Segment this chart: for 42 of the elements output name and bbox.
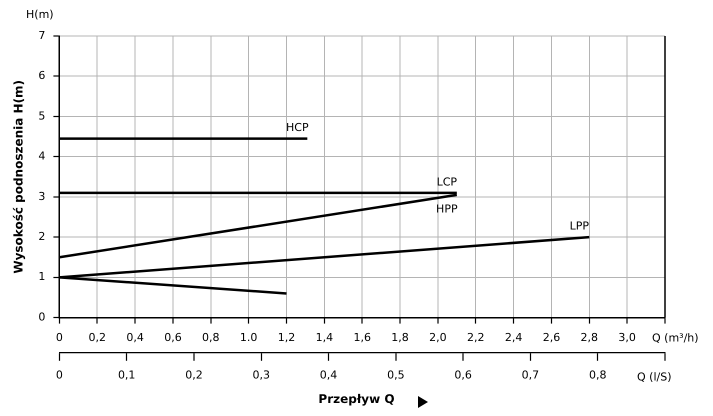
x2-tick-label: 0,1 <box>118 368 136 382</box>
x-tick-label: 2,2 <box>467 331 484 344</box>
text: H(m) <box>26 8 54 21</box>
x2-axis-title: Q (l/S) <box>637 370 672 384</box>
y-axis-title: Wysokość podnoszenia H(m) <box>11 80 26 274</box>
series-label: HCP <box>286 120 309 134</box>
x-tick-label: 1,6 <box>353 331 371 344</box>
x2-tick-label: 0,7 <box>522 368 540 382</box>
x2-tick-label: 0,6 <box>454 368 472 382</box>
series-label: HPP <box>436 202 458 216</box>
y-tick-label: 6 <box>38 69 46 82</box>
x2-tick-label: 0,3 <box>252 368 270 382</box>
x-tick-label: 0,6 <box>164 331 182 344</box>
x-tick-label: 1,4 <box>316 331 334 344</box>
y-tick-label: 7 <box>38 28 46 42</box>
x-tick-label: 1,2 <box>278 331 296 344</box>
x2-tick-label: 0,8 <box>588 368 606 382</box>
x-tick-label: 3,0 <box>618 331 636 344</box>
x-tick-label: 0,8 <box>202 331 220 344</box>
x-tick-label: 2,4 <box>504 331 522 344</box>
x2-tick-label: 0,2 <box>185 368 203 382</box>
y-tick-label: 0 <box>38 310 46 324</box>
x-tick-label: 2,8 <box>580 331 598 344</box>
x-axis-title: Przepływ Q <box>317 392 396 406</box>
y-tick-label: 4 <box>38 150 46 163</box>
x-tick-label: 2,0 <box>429 331 447 344</box>
x-tick-label: 0,2 <box>88 331 106 344</box>
x-tick-label: 1,8 <box>391 331 409 344</box>
y-tick-label: 1 <box>38 270 46 284</box>
x-tick-label: 0,4 <box>126 331 144 344</box>
series-label: LPP <box>570 220 590 232</box>
x2-tick-label: 0 <box>56 368 63 382</box>
series-label: LCP <box>436 175 458 188</box>
text: Q (m³/h) <box>652 331 699 344</box>
x2-tick-label: 0,5 <box>387 368 405 382</box>
x-tick-label: 1.0 <box>240 331 258 344</box>
x-tick-label: 0 <box>56 331 63 344</box>
x2-tick-label: 0,4 <box>320 368 338 382</box>
y-tick-label: 2 <box>38 230 46 243</box>
y-tick-label: 3 <box>38 190 46 203</box>
x-tick-label: 2,6 <box>542 331 560 344</box>
y-tick-label: 5 <box>38 109 46 122</box>
